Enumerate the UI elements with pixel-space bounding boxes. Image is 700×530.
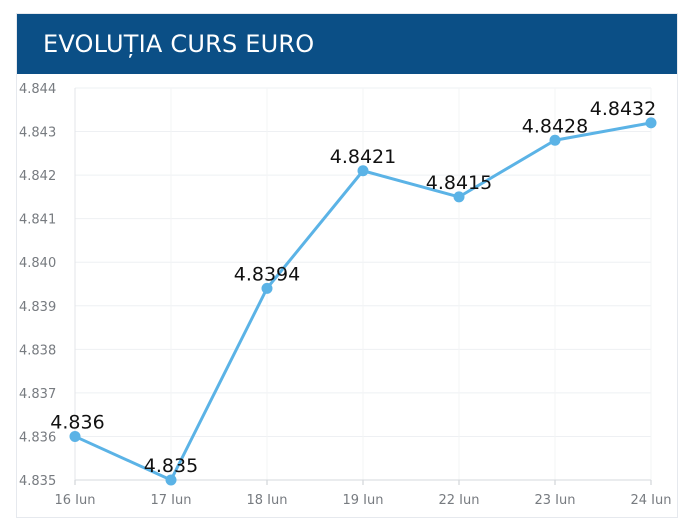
data-point bbox=[357, 165, 369, 177]
data-point bbox=[645, 117, 657, 129]
x-tick-label: 18 Iun bbox=[247, 493, 288, 508]
data-point bbox=[453, 191, 465, 203]
x-tick-label: 22 Iun bbox=[439, 493, 480, 508]
data-label: 4.8415 bbox=[426, 172, 492, 194]
y-tick-label: 4.837 bbox=[19, 387, 56, 402]
chart-axes: 4.835 4.836 4.837 4.838 4.839 4.840 4.841 4.842… bbox=[19, 82, 672, 508]
data-point bbox=[69, 430, 81, 442]
data-label: 4.8394 bbox=[234, 263, 300, 285]
data-label: 4.8428 bbox=[522, 115, 588, 137]
y-tick-label: 4.839 bbox=[19, 300, 56, 315]
y-tick-label: 4.841 bbox=[19, 213, 56, 228]
chart-card: EVOLUȚIA CURS EURO bbox=[16, 13, 678, 518]
data-label: 4.8432 bbox=[590, 98, 656, 120]
y-tick-label: 4.843 bbox=[19, 126, 56, 141]
x-tick-label: 17 Iun bbox=[151, 493, 192, 508]
data-point bbox=[549, 134, 561, 146]
data-label: 4.836 bbox=[50, 411, 104, 433]
chart-series bbox=[69, 117, 657, 486]
y-tick-label: 4.844 bbox=[19, 82, 56, 97]
y-tick-label: 4.835 bbox=[19, 474, 56, 489]
x-tick-label: 24 Iun bbox=[631, 493, 672, 508]
x-tick-label: 16 Iun bbox=[55, 493, 96, 508]
y-tick-label: 4.836 bbox=[19, 430, 56, 445]
chart-title: EVOLUȚIA CURS EURO bbox=[43, 30, 315, 58]
data-label: 4.835 bbox=[144, 455, 198, 477]
chart-header: EVOLUȚIA CURS EURO bbox=[17, 14, 677, 74]
y-tick-label: 4.840 bbox=[19, 256, 56, 271]
x-tick-label: 23 Iun bbox=[535, 493, 576, 508]
data-label: 4.8421 bbox=[330, 146, 396, 168]
data-point bbox=[165, 474, 177, 486]
y-tick-label: 4.842 bbox=[19, 169, 56, 184]
y-tick-label: 4.838 bbox=[19, 343, 56, 358]
x-tick-label: 19 Iun bbox=[343, 493, 384, 508]
data-point bbox=[261, 282, 273, 294]
